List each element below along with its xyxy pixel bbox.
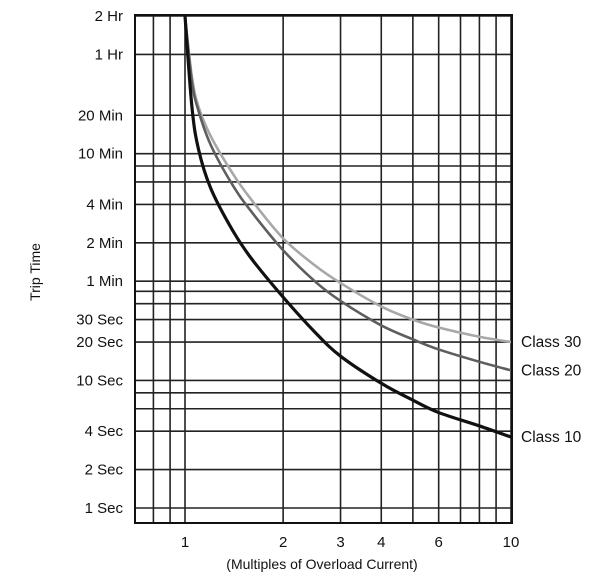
- x-tick-label: 3: [336, 534, 344, 551]
- x-tick-label: 10: [503, 534, 520, 551]
- y-tick-labels: 2 Hr 1 Hr 20 Min 10 Min 4 Min 2 Min 1 Min 30 Se…: [76, 8, 123, 517]
- x-tick-label: 6: [435, 534, 443, 551]
- x-axis-label: (Multiples of Overload Current): [226, 556, 417, 572]
- series-lines: [183, 14, 513, 439]
- y-tick-label: 10 Min: [78, 146, 123, 163]
- class-10-label: Class 10: [521, 429, 582, 446]
- y-tick-label: 2 Hr: [95, 8, 123, 25]
- y-tick-label: 20 Min: [78, 107, 123, 124]
- class-30-line: [183, 14, 513, 344]
- series-labels: Class 30 Class 20 Class 10: [521, 334, 582, 446]
- y-tick-label: 1 Hr: [95, 46, 123, 63]
- y-axis-label: Trip Time: [27, 243, 43, 301]
- y-tick-label: 4 Sec: [85, 423, 124, 440]
- class-10-line: [183, 14, 513, 439]
- class-20-label: Class 20: [521, 362, 582, 379]
- y-tick-label: 10 Sec: [76, 372, 123, 389]
- y-tick-label: 2 Sec: [85, 462, 124, 479]
- y-tick-label: 30 Sec: [76, 312, 123, 329]
- y-tick-label: 4 Min: [86, 196, 123, 213]
- y-tick-label: 1 Sec: [85, 500, 124, 517]
- class-30-label: Class 30: [521, 334, 582, 351]
- y-tick-label: 2 Min: [86, 235, 123, 252]
- class-20-line: [183, 14, 513, 372]
- x-tick-label: 1: [181, 534, 189, 551]
- x-tick-label: 2: [279, 534, 287, 551]
- x-tick-label: 4: [377, 534, 385, 551]
- x-tick-labels: 1 2 3 4 6 10: [181, 534, 520, 551]
- y-tick-label: 1 Min: [86, 273, 123, 290]
- y-tick-label: 20 Sec: [76, 334, 123, 351]
- plot-frame: [134, 14, 513, 524]
